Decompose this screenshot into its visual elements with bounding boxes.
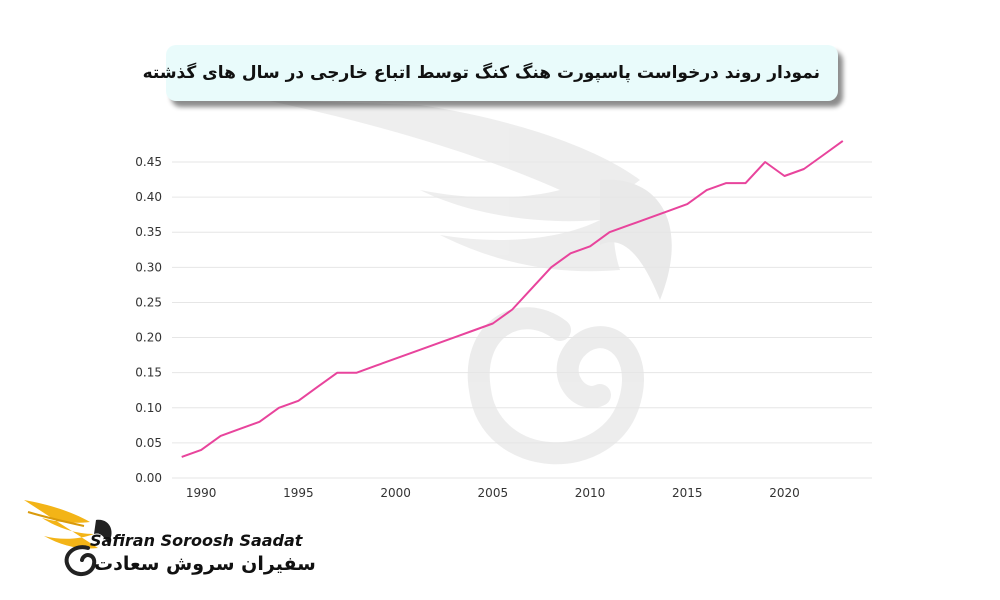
y-tick-label: 0.05: [135, 436, 162, 450]
x-axis: 1990 1995 2000 2005 2010 2015 2020: [186, 486, 800, 500]
swan-watermark-icon: [265, 100, 672, 465]
x-tick-label: 1990: [186, 486, 217, 500]
x-tick-label: 1995: [283, 486, 314, 500]
chart-title-box: نمودار روند درخواست پاسپورت هنگ کنگ توسط…: [143, 45, 838, 101]
x-tick-label: 2020: [769, 486, 800, 500]
y-tick-label: 0.15: [135, 366, 162, 380]
x-tick-label: 2005: [478, 486, 509, 500]
y-tick-label: 0.20: [135, 331, 162, 345]
series-layer: [181, 140, 844, 458]
y-tick-label: 0.25: [135, 295, 162, 309]
y-tick-label: 0.00: [135, 471, 162, 485]
x-tick-label: 2000: [380, 486, 411, 500]
y-axis: 0.00 0.05 0.10 0.15 0.20 0.25 0.30 0.35 0.40 0.45: [135, 155, 162, 485]
y-tick-label: 0.35: [135, 225, 162, 239]
swan-wing-logo-icon: [24, 500, 112, 576]
y-tick-label: 0.40: [135, 190, 162, 204]
y-tick-label: 0.10: [135, 401, 162, 415]
x-tick-label: 2015: [672, 486, 703, 500]
series-line: [181, 140, 844, 458]
y-tick-label: 0.30: [135, 260, 162, 274]
x-tick-label: 2010: [575, 486, 606, 500]
gridlines: [172, 161, 872, 479]
y-tick-label: 0.45: [135, 155, 162, 169]
chart-title: نمودار روند درخواست پاسپورت هنگ کنگ توسط…: [142, 63, 820, 83]
brand-name-en: Safiran Soroosh Saadat: [90, 531, 303, 550]
brand-name-fa: سفیران سروش سعادت: [94, 553, 316, 575]
